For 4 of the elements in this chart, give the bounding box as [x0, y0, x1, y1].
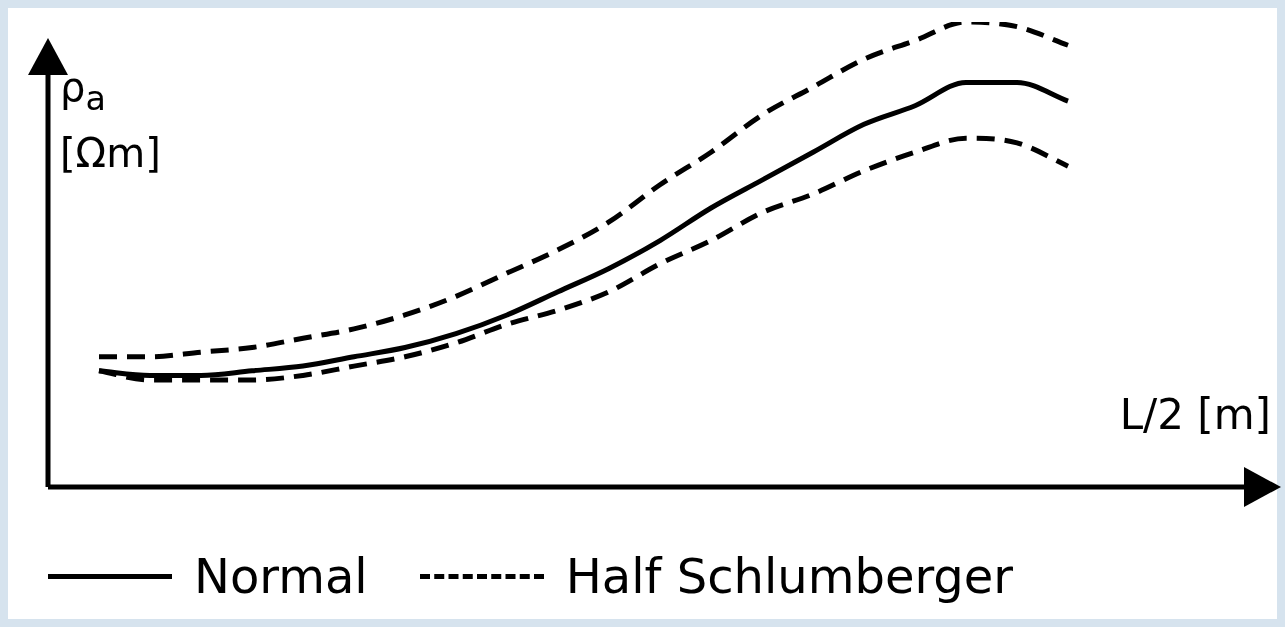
- x-axis-title: L/2 [m]: [1119, 390, 1271, 439]
- legend-label: Half Schlumberger: [565, 548, 1014, 604]
- y-axis-title: ρ$_{a}$ [Ωm]: [60, 63, 162, 178]
- legend-label: Normal: [194, 548, 368, 604]
